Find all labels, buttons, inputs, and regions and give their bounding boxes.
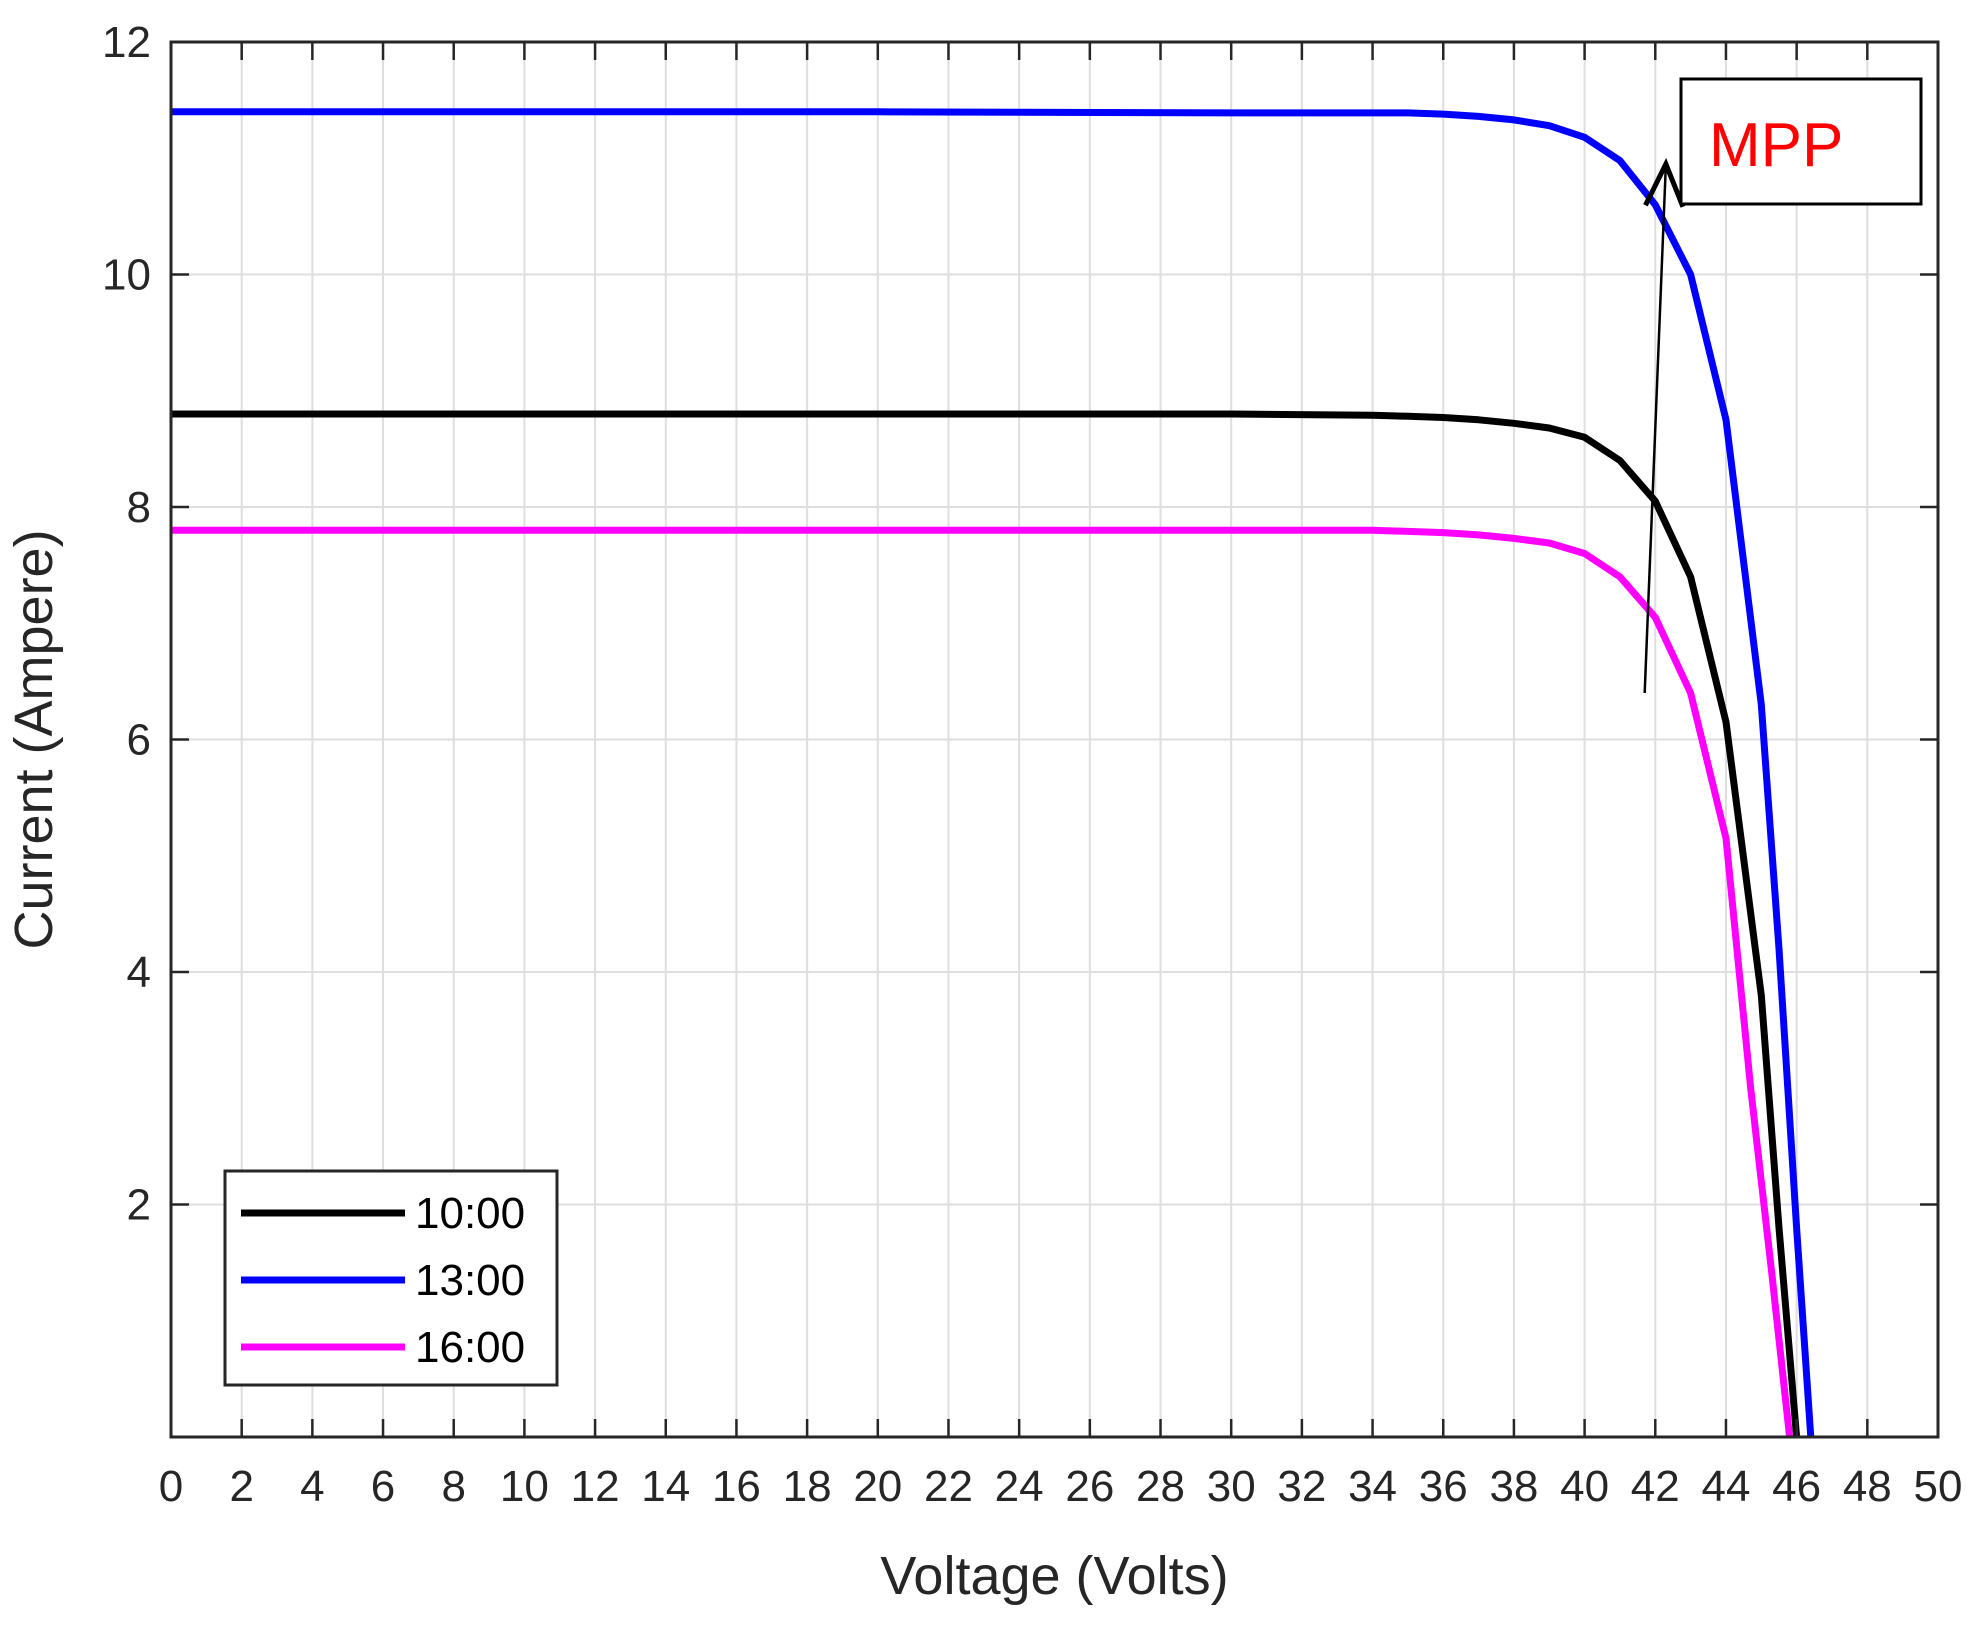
- x-axis-label: Voltage (Volts): [880, 1546, 1228, 1606]
- legend-label-3: 16:00: [415, 1323, 525, 1372]
- annotation-box: [1679, 77, 1923, 206]
- annotation-arrow-head: [1643, 157, 1686, 208]
- x-tick-label: 14: [641, 1462, 690, 1511]
- legend-label-1: 10:00: [415, 1189, 525, 1238]
- y-tick-label: 10: [102, 251, 151, 300]
- x-tick-label: 34: [1348, 1462, 1397, 1511]
- x-tick-label: 20: [853, 1462, 902, 1511]
- x-tick-label: 16: [712, 1462, 761, 1511]
- y-tick-label: 4: [127, 948, 151, 997]
- x-tick-label: 8: [441, 1462, 465, 1511]
- x-tick-label: 40: [1560, 1462, 1609, 1511]
- x-tick-label: 24: [995, 1462, 1044, 1511]
- x-tick-label: 42: [1631, 1462, 1680, 1511]
- x-tick-label: 12: [571, 1462, 620, 1511]
- y-axis-label: Current (Ampere): [4, 529, 64, 949]
- tick-labels: 0 2 4 6 8 10 12 14 16 18 20 22 24 26 28 30 32 34 36 38 40 42 4…: [102, 18, 1962, 1511]
- x-tick-label: 50: [1914, 1462, 1963, 1511]
- series-lines: [171, 108, 1815, 1438]
- y-tick-label: 12: [102, 18, 151, 67]
- x-tick-label: 10: [500, 1462, 549, 1511]
- y-tick-label: 2: [127, 1181, 151, 1230]
- x-tick-label: 36: [1419, 1462, 1468, 1511]
- annotation-arrow-shaft: [1643, 164, 1668, 694]
- annotation: MPP: [1643, 77, 1923, 694]
- y-tick-label: 8: [127, 483, 151, 532]
- legend: 10:00 13:00 16:00: [223, 1169, 559, 1387]
- x-tick-label: 0: [159, 1462, 183, 1511]
- x-tick-label: 22: [924, 1462, 973, 1511]
- x-tick-label: 4: [300, 1462, 324, 1511]
- x-tick-label: 28: [1136, 1462, 1185, 1511]
- x-tick-label: 48: [1843, 1462, 1892, 1511]
- x-tick-label: 38: [1489, 1462, 1538, 1511]
- x-tick-label: 2: [229, 1462, 253, 1511]
- x-tick-label: 32: [1277, 1462, 1326, 1511]
- x-tick-label: 30: [1207, 1462, 1256, 1511]
- annotation-label: MPP: [1709, 111, 1843, 180]
- series-line-1: [171, 410, 1801, 1438]
- x-tick-label: 6: [371, 1462, 395, 1511]
- x-tick-label: 26: [1065, 1462, 1114, 1511]
- series-line-3: [171, 526, 1794, 1438]
- series-line-2: [171, 108, 1815, 1438]
- x-tick-label: 46: [1772, 1462, 1821, 1511]
- y-tick-label: 6: [127, 716, 151, 765]
- axes: [169, 40, 1940, 1439]
- x-tick-label: 44: [1701, 1462, 1750, 1511]
- legend-label-2: 13:00: [415, 1256, 525, 1305]
- x-tick-label: 18: [783, 1462, 832, 1511]
